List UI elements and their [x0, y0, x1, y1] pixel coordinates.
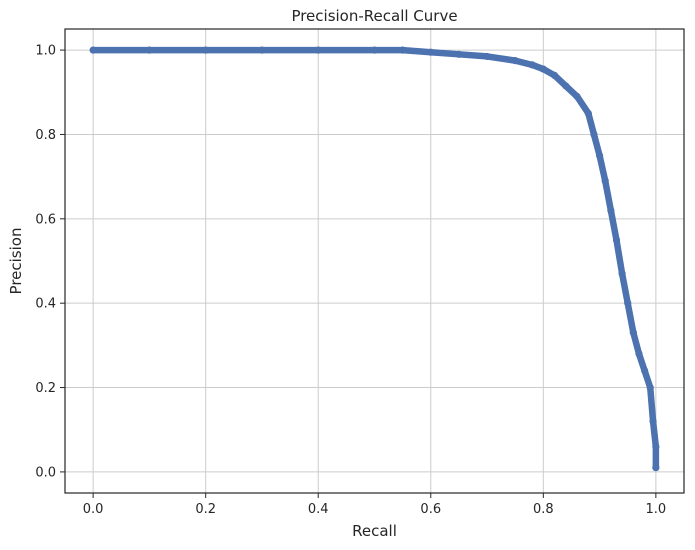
data-point — [202, 46, 210, 54]
data-point — [646, 383, 654, 392]
data-point — [89, 46, 97, 54]
data-point — [314, 46, 322, 54]
x-tick-label: 0.0 — [83, 502, 104, 517]
data-point — [641, 367, 649, 375]
data-point — [595, 151, 604, 160]
data-point — [590, 130, 598, 139]
data-point — [370, 46, 379, 54]
data-point — [612, 236, 621, 244]
data-point — [539, 65, 547, 73]
x-tick-label: 0.8 — [533, 502, 554, 517]
y-tick-label: 1.0 — [35, 44, 56, 59]
y-tick-label: 0.6 — [35, 212, 56, 227]
x-tick-label: 0.6 — [420, 502, 441, 517]
data-point — [550, 71, 559, 79]
data-point — [607, 206, 615, 214]
data-point — [145, 46, 154, 54]
y-tick-label: 0.2 — [35, 381, 56, 396]
data-point — [455, 50, 463, 58]
data-point — [528, 61, 536, 69]
data-point — [584, 109, 592, 117]
data-point — [635, 350, 643, 358]
x-tick-label: 0.2 — [195, 502, 216, 517]
plot-frame — [64, 28, 685, 494]
x-tick-label: 1.0 — [646, 502, 667, 517]
data-point — [649, 417, 657, 425]
data-point — [652, 443, 660, 451]
y-tick-label: 0.0 — [35, 465, 56, 480]
y-tick-label: 0.4 — [35, 297, 56, 312]
data-point — [483, 52, 491, 61]
data-point — [618, 270, 626, 278]
data-point — [427, 48, 435, 56]
data-point — [624, 299, 632, 307]
data-point — [511, 57, 519, 65]
data-point — [601, 177, 609, 185]
x-tick-label: 0.4 — [308, 502, 329, 517]
data-point — [399, 46, 407, 54]
data-point — [652, 464, 660, 472]
chart-title: Precision-Recall Curve — [291, 7, 457, 25]
ticks: 0.0 0.2 0.4 0.6 0.8 1.0 0.0 0.2 0.4 0.6 0.8 1.0 — [35, 44, 666, 517]
series-layer — [89, 46, 660, 472]
data-point — [629, 329, 637, 337]
y-tick-label: 0.8 — [35, 128, 56, 143]
data-point — [258, 46, 266, 54]
data-point — [562, 82, 570, 90]
data-point — [573, 92, 581, 101]
y-axis-label: Precision — [7, 228, 25, 295]
x-axis-label: Recall — [352, 522, 397, 540]
